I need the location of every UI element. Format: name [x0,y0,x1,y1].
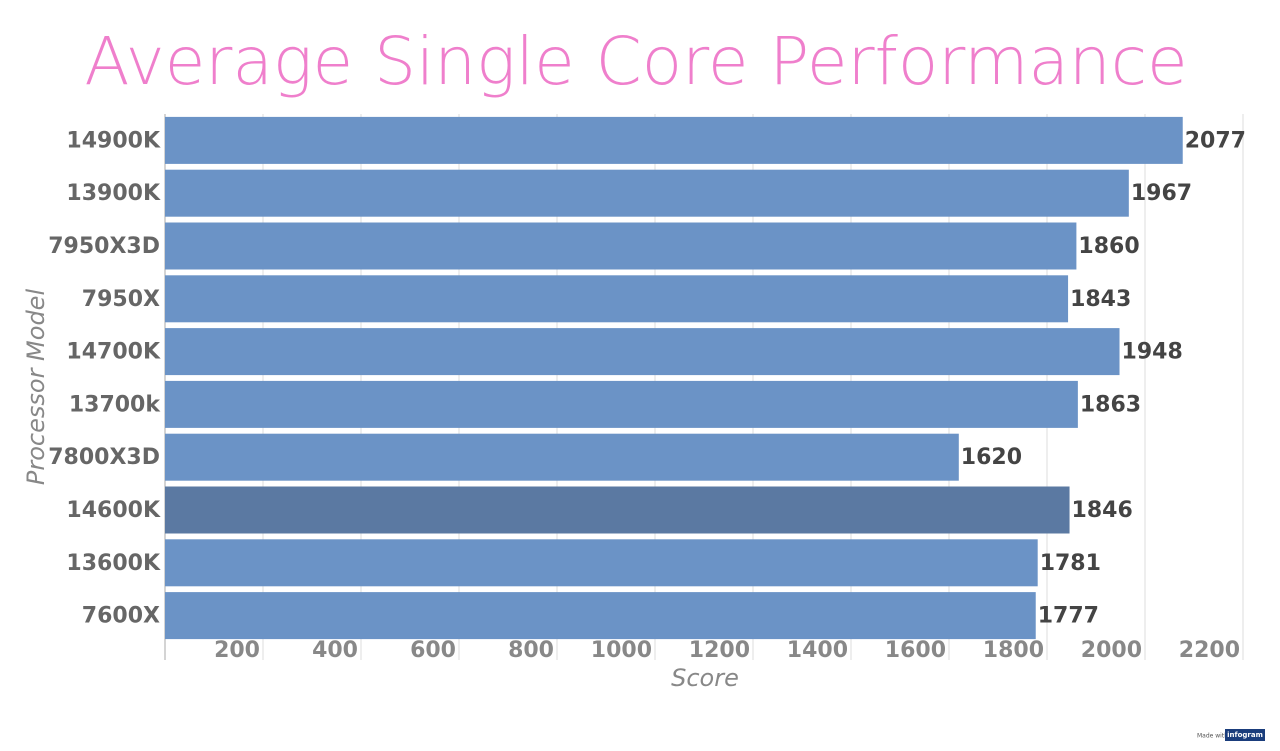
y-axis-title: Processor Model [22,289,50,486]
bar [165,328,1120,376]
y-tick-label: 13900K [66,181,161,206]
bar [165,592,1036,640]
x-tick-label: 800 [508,638,554,663]
y-tick-label: 7950X3D [48,234,160,259]
y-tick-label: 7800X3D [48,445,160,470]
bar [165,433,959,481]
credit-badge [1225,729,1265,741]
x-tick-label: 1600 [885,638,946,663]
bar [165,275,1069,323]
bar [165,169,1129,217]
y-tick-label: 14900K [66,128,161,153]
value-label: 1967 [1131,181,1192,206]
bar [165,380,1078,428]
value-label: 2077 [1185,128,1246,153]
bar [165,116,1183,164]
y-tick-label: 7600X [82,604,160,629]
bar [165,222,1077,270]
x-tick-label: 200 [214,638,260,663]
y-tick-label: 14700K [66,340,161,365]
value-label: 1863 [1080,392,1141,417]
chart-title: Average Single Core Performance [84,23,1187,100]
value-label: 1846 [1072,498,1133,523]
x-axis-title: Score [671,664,739,692]
value-label: 1948 [1122,340,1183,365]
value-label: 1860 [1078,234,1139,259]
value-label: 1620 [961,445,1022,470]
value-label: 1781 [1040,551,1101,576]
x-tick-label: 2200 [1179,638,1240,663]
x-tick-label: 600 [410,638,456,663]
x-tick-label: 400 [312,638,358,663]
value-label: 1777 [1038,604,1099,629]
x-tick-label: 1200 [689,638,750,663]
x-tick-label: 1800 [983,638,1044,663]
y-tick-label: 7950X [82,287,160,312]
credit: Made with [1197,733,1228,740]
credit-brand: infogram [1227,731,1263,739]
bar [165,486,1070,534]
y-tick-label: 14600K [66,498,161,523]
x-tick-label: 1400 [787,638,848,663]
y-tick-label: 13700k [69,392,162,417]
x-tick-label: 1000 [591,638,652,663]
value-label: 1843 [1070,287,1131,312]
bar [165,539,1038,587]
y-tick-label: 13600K [66,551,161,576]
x-tick-label: 2000 [1081,638,1142,663]
